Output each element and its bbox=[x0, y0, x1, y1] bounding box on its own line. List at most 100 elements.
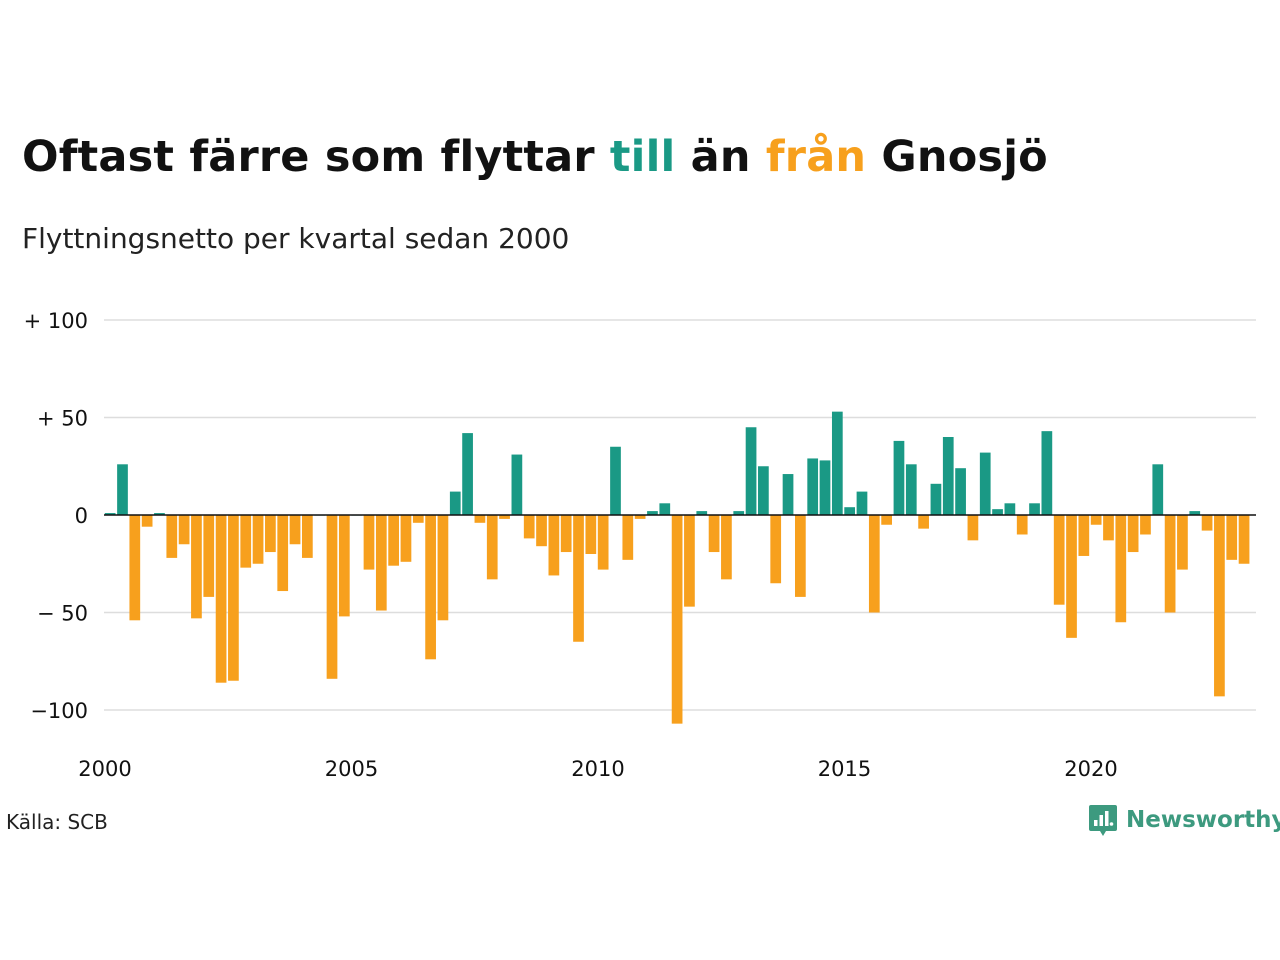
bar bbox=[474, 515, 486, 523]
bar bbox=[277, 515, 289, 592]
bar bbox=[1214, 515, 1225, 697]
title-fran: från bbox=[765, 132, 867, 182]
bar bbox=[831, 411, 843, 515]
bar bbox=[191, 515, 202, 619]
bar bbox=[856, 491, 868, 515]
brand-name: Newsworthy bbox=[1126, 807, 1280, 833]
y-tick-label: + 50 bbox=[37, 407, 88, 431]
bar bbox=[721, 515, 732, 580]
bar bbox=[979, 452, 991, 515]
bar bbox=[758, 466, 769, 515]
bar bbox=[708, 515, 720, 553]
bar bbox=[955, 468, 966, 515]
x-tick-label: 2010 bbox=[571, 757, 624, 781]
bar bbox=[154, 513, 165, 515]
bar bbox=[302, 515, 313, 558]
bar bbox=[622, 515, 634, 560]
bar bbox=[1066, 515, 1077, 638]
bar bbox=[659, 503, 671, 515]
bar bbox=[770, 515, 782, 584]
axes: + 100 + 50 0 − 50 −100 2000 2005 2010 2015 2020 bbox=[24, 309, 1256, 781]
bar bbox=[930, 483, 942, 515]
bar bbox=[203, 515, 215, 597]
bar bbox=[1078, 515, 1090, 556]
bar bbox=[1029, 503, 1040, 515]
y-tick-label: 0 bbox=[75, 504, 88, 528]
bar bbox=[511, 454, 523, 515]
bar bbox=[375, 515, 387, 611]
bar bbox=[1189, 511, 1201, 515]
bar bbox=[400, 515, 412, 562]
bar bbox=[819, 460, 831, 515]
bar bbox=[1164, 515, 1176, 613]
bar bbox=[486, 515, 498, 580]
bar bbox=[215, 515, 227, 683]
bar bbox=[1115, 515, 1127, 623]
bar bbox=[881, 515, 892, 525]
y-tick-label: + 100 bbox=[24, 309, 88, 333]
title-part1: Oftast färre som flyttar bbox=[22, 132, 610, 182]
bar bbox=[289, 515, 301, 545]
bar bbox=[1004, 503, 1016, 515]
bar bbox=[129, 515, 141, 621]
bar bbox=[868, 515, 880, 613]
bar-chart: + 100 + 50 0 − 50 −100 2000 2005 2010 2015 2020 bbox=[24, 309, 1256, 781]
bar bbox=[548, 515, 560, 576]
bar bbox=[560, 515, 572, 553]
bar bbox=[363, 515, 375, 570]
bar bbox=[166, 515, 178, 558]
bar bbox=[499, 515, 510, 519]
bar bbox=[1127, 515, 1139, 553]
bar bbox=[536, 515, 547, 547]
newsworthy-logo-icon bbox=[1089, 805, 1117, 836]
chart-title: Oftast färre som flyttar till än från Gn… bbox=[22, 132, 1048, 182]
source-note: Källa: SCB bbox=[6, 810, 108, 834]
y-tick-label: − 50 bbox=[37, 602, 88, 626]
bar bbox=[412, 515, 424, 523]
bar bbox=[733, 511, 745, 515]
bar bbox=[425, 515, 436, 660]
bar bbox=[905, 464, 917, 515]
title-part3: Gnosjö bbox=[866, 132, 1048, 182]
bar bbox=[1016, 515, 1028, 535]
bar bbox=[1201, 515, 1213, 531]
bar bbox=[942, 437, 954, 515]
bar bbox=[1041, 431, 1053, 515]
x-tick-label: 2000 bbox=[78, 757, 131, 781]
bar bbox=[844, 507, 856, 515]
y-tick-label: −100 bbox=[30, 699, 88, 723]
bar bbox=[1090, 515, 1102, 525]
bar bbox=[634, 515, 646, 519]
chart-subtitle: Flyttningsnetto per kvartal sedan 2000 bbox=[22, 222, 570, 255]
bar bbox=[992, 509, 1003, 515]
bar bbox=[967, 515, 979, 541]
bar bbox=[696, 511, 708, 515]
bar bbox=[326, 515, 338, 679]
bar bbox=[178, 515, 190, 545]
title-till: till bbox=[609, 132, 676, 182]
bar bbox=[573, 515, 584, 642]
bar bbox=[338, 515, 350, 617]
bar bbox=[117, 464, 128, 515]
bar bbox=[745, 427, 757, 515]
newsworthy-logo: Newsworthy bbox=[1088, 803, 1280, 837]
bar bbox=[104, 513, 116, 515]
x-tick-label: 2015 bbox=[818, 757, 871, 781]
bars bbox=[104, 411, 1250, 724]
x-tick-label: 2020 bbox=[1064, 757, 1117, 781]
bar bbox=[1238, 515, 1250, 564]
bar bbox=[1226, 515, 1238, 560]
title-part2: än bbox=[675, 132, 766, 182]
bar bbox=[252, 515, 264, 564]
bar bbox=[1152, 464, 1164, 515]
bar bbox=[610, 446, 621, 515]
bar bbox=[1103, 515, 1114, 541]
bar bbox=[523, 515, 535, 539]
bar bbox=[1177, 515, 1188, 570]
bar bbox=[388, 515, 399, 566]
bar bbox=[918, 515, 929, 529]
bar bbox=[684, 515, 695, 607]
bar bbox=[462, 433, 473, 515]
bar bbox=[265, 515, 276, 553]
bar bbox=[893, 440, 905, 515]
